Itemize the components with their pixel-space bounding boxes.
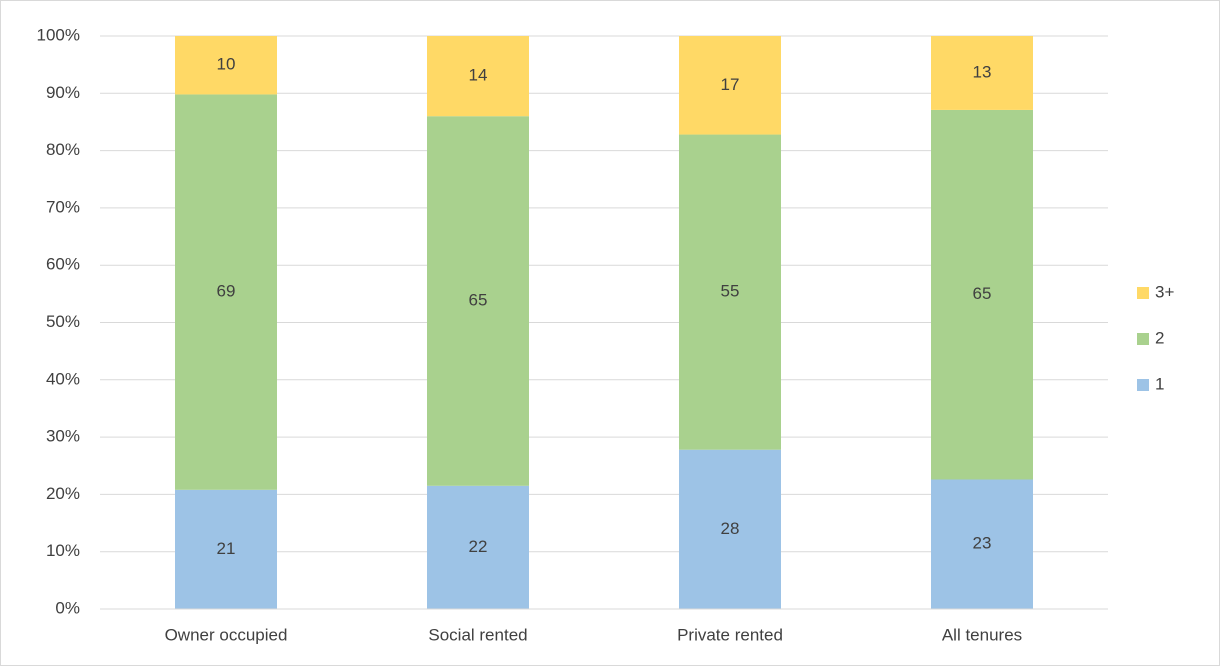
- legend-swatch: [1137, 287, 1149, 299]
- data-label: 10: [217, 55, 236, 74]
- bar-segment: [931, 36, 1033, 110]
- data-label: 14: [469, 66, 488, 85]
- y-tick-label: 60%: [46, 255, 80, 274]
- legend-swatch: [1137, 333, 1149, 345]
- bar-segment: [427, 36, 529, 117]
- x-tick-label: Social rented: [428, 625, 527, 644]
- data-label: 65: [973, 284, 992, 303]
- data-label: 69: [217, 282, 236, 301]
- data-label: 13: [973, 62, 992, 81]
- legend-label: 3+: [1155, 282, 1174, 301]
- data-label: 55: [721, 282, 740, 301]
- x-tick-label: Owner occupied: [165, 625, 288, 644]
- y-tick-label: 10%: [46, 541, 80, 560]
- data-label: 21: [217, 539, 236, 558]
- y-tick-label: 50%: [46, 312, 80, 331]
- bar-segment: [679, 36, 781, 135]
- bar-segment: [427, 485, 529, 609]
- x-tick-label: All tenures: [942, 625, 1022, 644]
- y-tick-label: 80%: [46, 140, 80, 159]
- y-tick-label: 40%: [46, 369, 80, 388]
- y-tick-label: 90%: [46, 83, 80, 102]
- bar-segment: [679, 134, 781, 450]
- y-tick-label: 20%: [46, 484, 80, 503]
- data-label: 22: [469, 537, 488, 556]
- bar-segment: [427, 116, 529, 486]
- data-label: 28: [721, 519, 740, 538]
- bar-segment: [931, 109, 1033, 480]
- y-tick-label: 100%: [37, 25, 80, 44]
- legend-swatch: [1137, 379, 1149, 391]
- legend-label: 2: [1155, 328, 1164, 347]
- y-tick-label: 30%: [46, 427, 80, 446]
- x-tick-label: Private rented: [677, 625, 783, 644]
- bar-segment: [175, 36, 277, 95]
- bar-segment: [679, 449, 781, 609]
- y-tick-label: 70%: [46, 197, 80, 216]
- data-label: 23: [973, 534, 992, 553]
- data-label: 65: [469, 290, 488, 309]
- legend-label: 1: [1155, 374, 1164, 393]
- data-label: 17: [721, 75, 740, 94]
- bar-segment: [175, 94, 277, 490]
- y-tick-label: 0%: [55, 598, 80, 617]
- bar-segment: [175, 489, 277, 609]
- bar-segment: [931, 479, 1033, 609]
